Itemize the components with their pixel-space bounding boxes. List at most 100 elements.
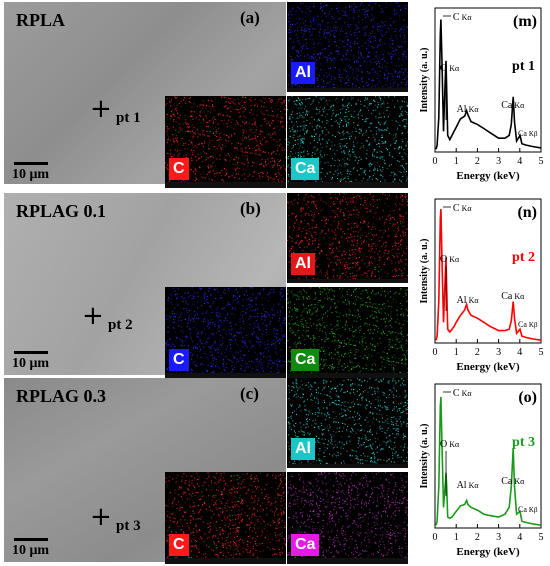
peak-label-al: Al Kα — [457, 480, 480, 491]
element-badge: Al — [291, 253, 315, 275]
spectrum-panel-label: (m) — [513, 13, 537, 30]
x-tick-label: 3 — [496, 532, 501, 543]
x-tick-label: 5 — [539, 156, 544, 167]
panel-label: (g) — [258, 291, 278, 310]
panel-label: (k) — [379, 382, 400, 401]
eds-spectrum-n: 0 1 2 3 4 5 Energy (keV) Intensity (a. u.) C Kα O K… — [419, 198, 544, 373]
scale-label: 10 μm — [12, 167, 50, 182]
element-badge: Al — [291, 438, 315, 460]
point-marker-icon: + — [90, 94, 112, 124]
peak-label-ca-kb: Ca Kβ — [518, 129, 538, 138]
eds-map-e: (e) Al — [287, 2, 408, 92]
element-badge: C — [169, 534, 189, 556]
eds-map-d: (d) C — [165, 96, 286, 188]
point-label: pt 1 — [116, 110, 141, 126]
scale-bar — [14, 351, 48, 354]
point-marker-icon: + — [90, 502, 112, 532]
x-tick-label: 2 — [475, 156, 480, 167]
point-label: pt 3 — [116, 518, 141, 534]
spectrum-point-label: pt 1 — [512, 59, 535, 74]
x-tick-label: 5 — [539, 532, 544, 543]
panel-label: (d) — [257, 100, 278, 119]
peak-label-c: C Kα — [453, 388, 472, 399]
peak-label-ca: Ca Kα — [501, 291, 525, 302]
element-badge: Ca — [291, 158, 320, 180]
scale-bar — [14, 538, 48, 541]
peak-label-ca-kb: Ca Kβ — [518, 320, 538, 329]
plot-frame — [434, 198, 542, 344]
y-axis-label: Intensity (a. u.) — [419, 423, 430, 488]
panel-label: (c) — [240, 384, 259, 403]
y-axis-label: Intensity (a. u.) — [419, 47, 430, 112]
spectrum-panel-label: (n) — [517, 204, 537, 221]
element-badge: Al — [291, 62, 315, 84]
sem-image-a: RPLA (a) + pt 1 10 μm — [4, 2, 286, 184]
x-tick-label: 1 — [454, 156, 459, 167]
eds-noise — [287, 378, 408, 468]
eds-map-k: (k) Al — [287, 378, 408, 468]
x-tick-label: 2 — [475, 532, 480, 543]
eds-map-h: (h) Al — [287, 193, 408, 283]
x-axis-label: Energy (keV) — [456, 546, 520, 558]
plot-frame — [434, 383, 542, 529]
figure-row-1: RPLA (a) + pt 1 10 μm (e) Al (d) C (f) C… — [0, 2, 550, 188]
sample-title: RPLAG 0.3 — [16, 386, 106, 406]
spectrum-point-label: pt 3 — [512, 435, 535, 450]
figure-row-3: RPLAG 0.3 (c) + pt 3 10 μm (k) Al (j) C … — [0, 378, 550, 564]
peak-label-c: C Kα — [453, 203, 472, 214]
eds-map-l: (l) Ca — [287, 472, 408, 564]
x-tick-label: 0 — [433, 347, 438, 358]
panel-label: (l) — [383, 476, 400, 495]
panel-label: (i) — [383, 291, 400, 310]
peak-label-c: C Kα — [453, 12, 472, 23]
panel-label: (b) — [240, 199, 261, 218]
plot-frame — [434, 7, 542, 153]
x-tick-label: 5 — [539, 347, 544, 358]
eds-spectrum-m: 0 1 2 3 4 5 Energy (keV) Intensity (a. u.) C Kα O K… — [419, 7, 544, 182]
x-axis-label: Energy (keV) — [456, 361, 520, 373]
x-tick-label: 4 — [517, 532, 522, 543]
spectrum-line — [435, 19, 542, 150]
eds-spectrum-o: 0 1 2 3 4 5 Energy (keV) Intensity (a. u.) C Kα O K… — [419, 383, 544, 558]
element-badge: C — [169, 158, 189, 180]
y-axis-label: Intensity (a. u.) — [419, 238, 430, 303]
sample-title: RPLA — [16, 10, 65, 30]
spectrum-line — [435, 396, 542, 526]
scale-label: 10 μm — [12, 543, 50, 558]
element-badge: Ca — [291, 349, 320, 371]
peak-label-ca: Ca Kα — [501, 100, 525, 111]
sample-title: RPLAG 0.1 — [16, 201, 106, 221]
x-tick-label: 0 — [433, 156, 438, 167]
point-label: pt 2 — [108, 317, 133, 333]
peak-label-al: Al Kα — [457, 295, 480, 306]
peak-label-ca: Ca Kα — [501, 476, 525, 487]
panel-label: (e) — [381, 6, 400, 25]
x-tick-label: 1 — [454, 532, 459, 543]
spectrum-panel-label: (o) — [518, 389, 537, 406]
scale-label: 10 μm — [12, 356, 50, 371]
x-axis-label: Energy (keV) — [456, 170, 520, 182]
peak-label-o: O Kα — [440, 254, 460, 265]
eds-map-i: (i) Ca — [287, 287, 408, 379]
x-tick-label: 3 — [496, 156, 501, 167]
eds-map-f: (f) Ca — [287, 96, 408, 188]
x-tick-label: 0 — [433, 532, 438, 543]
panel-label: (f) — [383, 100, 400, 119]
scale-bar — [14, 162, 48, 165]
x-tick-label: 2 — [475, 347, 480, 358]
panel-label: (a) — [240, 8, 260, 27]
x-tick-label: 1 — [454, 347, 459, 358]
x-tick-label: 4 — [517, 347, 522, 358]
peak-label-o: O Kα — [440, 63, 460, 74]
element-badge: C — [169, 349, 189, 371]
panel-label: (j) — [261, 476, 278, 495]
peak-label-al: Al Kα — [457, 104, 480, 115]
figure-row-2: RPLAG 0.1 (b) + pt 2 10 μm (h) Al (g) C … — [0, 193, 550, 379]
x-tick-label: 4 — [517, 156, 522, 167]
peak-label-ca-kb: Ca Kβ — [518, 505, 538, 514]
panel-label: (h) — [379, 197, 400, 216]
point-marker-icon: + — [82, 301, 104, 331]
eds-map-g: (g) C — [165, 287, 286, 379]
peak-label-o: O Kα — [440, 439, 460, 450]
eds-map-j: (j) C — [165, 472, 286, 564]
